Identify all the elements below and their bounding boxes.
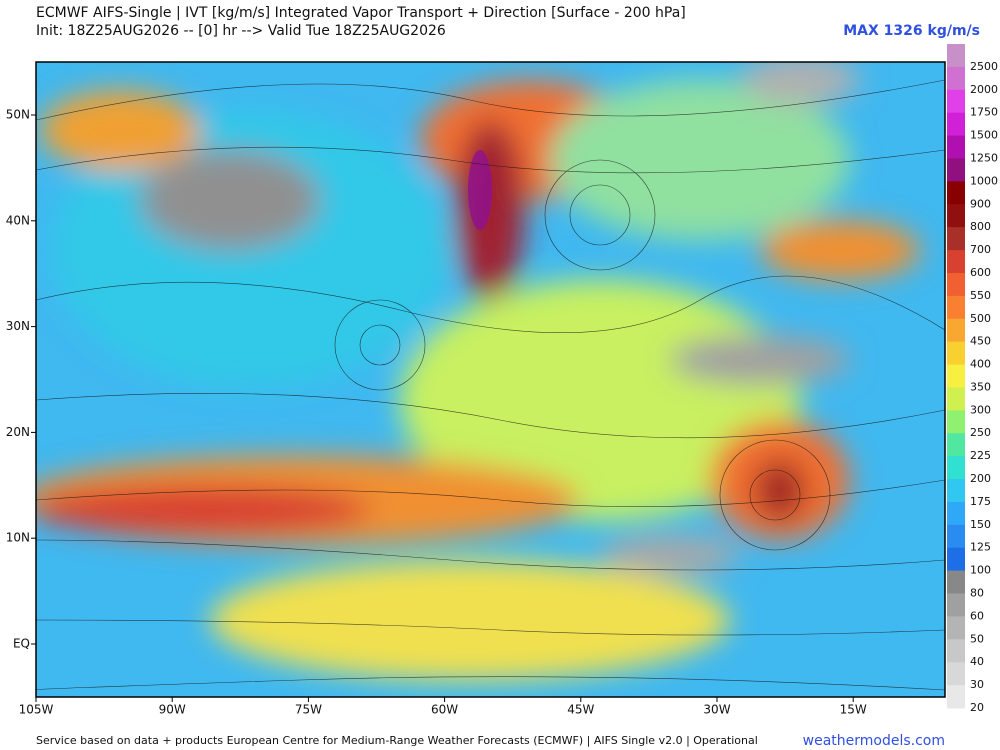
- colorbar-swatch: [947, 364, 965, 388]
- colorbar-label: 1750: [970, 106, 998, 119]
- site: weathermodels.com: [803, 733, 945, 749]
- colorbar-label: 400: [970, 358, 991, 371]
- colorbar-swatch: [947, 524, 965, 549]
- colorbar-label: 60: [970, 609, 984, 622]
- subtitle: Init: 18Z25AUG2026 -- [0] hr --> Valid T…: [36, 23, 446, 39]
- colorbar-label: 900: [970, 197, 991, 210]
- colorbar-label: 50: [970, 632, 984, 645]
- colorbar-label: 350: [970, 380, 991, 393]
- lon-label: 90W: [159, 703, 186, 717]
- colorbar-label: 200: [970, 472, 991, 485]
- colorbar-label: 2500: [970, 60, 998, 73]
- colorbar-label: 125: [970, 541, 991, 554]
- lat-label: 40N: [6, 213, 30, 227]
- colorbar-swatch: [947, 89, 965, 114]
- colorbar-swatch: [947, 639, 965, 663]
- colorbar-swatch: [947, 593, 965, 617]
- colorbar-swatch: [947, 158, 965, 182]
- lon-label: 15W: [840, 703, 867, 717]
- colorbar-swatch: [947, 685, 965, 709]
- lon-label: 30W: [703, 703, 730, 717]
- colorbar-label: 600: [970, 266, 991, 279]
- colorbar-swatch: [947, 135, 965, 159]
- colorbar-label: 175: [970, 495, 991, 508]
- colorbar-swatch: [947, 44, 965, 68]
- colorbar-label: 150: [970, 518, 991, 531]
- colorbar-swatch: [947, 227, 965, 251]
- max-label: MAX 1326 kg/m/s: [843, 23, 980, 39]
- lat-label: EQ: [13, 637, 30, 651]
- colorbar-swatch: [947, 570, 965, 595]
- colorbar-swatch: [947, 387, 965, 411]
- colorbar-label: 1000: [970, 174, 998, 187]
- colorbar-swatch: [947, 204, 965, 228]
- lat-label: 10N: [6, 531, 30, 545]
- colorbar-swatch: [947, 341, 965, 366]
- lat-label: 30N: [6, 319, 30, 333]
- title: ECMWF AIFS-Single | IVT [kg/m/s] Integra…: [36, 5, 686, 21]
- colorbar-swatch: [947, 456, 965, 480]
- lon-label: 105W: [19, 703, 54, 717]
- colorbar-label: 2000: [970, 83, 998, 96]
- colorbar-label: 40: [970, 655, 984, 668]
- colorbar-label: 800: [970, 220, 991, 233]
- colorbar-label: 100: [970, 564, 991, 577]
- lon-label: 45W: [567, 703, 594, 717]
- colorbar-swatch: [947, 410, 965, 434]
- colorbar-swatch: [947, 181, 965, 205]
- colorbar-label: 700: [970, 243, 991, 256]
- map-frame: [35, 61, 946, 698]
- ivt-map: [36, 62, 945, 697]
- colorbar-label: 450: [970, 335, 991, 348]
- colorbar-swatch: [947, 662, 965, 686]
- colorbar-swatch: [947, 479, 965, 503]
- colorbar-swatch: [947, 66, 965, 91]
- colorbar-label: 550: [970, 289, 991, 302]
- colorbar-label: 1500: [970, 129, 998, 142]
- colorbar-swatch: [947, 616, 965, 640]
- colorbar-label: 30: [970, 678, 984, 691]
- lat-label: 50N: [6, 108, 30, 122]
- lon-label: 60W: [431, 703, 458, 717]
- colorbar-label: 300: [970, 403, 991, 416]
- lat-label: 20N: [6, 425, 30, 439]
- colorbar-label: 500: [970, 312, 991, 325]
- lon-label: 75W: [295, 703, 322, 717]
- colorbar-swatch: [947, 272, 965, 297]
- colorbar-swatch: [947, 295, 965, 320]
- colorbar-swatch: [947, 433, 965, 457]
- colorbar-label: 225: [970, 449, 991, 462]
- colorbar-swatch: [947, 547, 965, 572]
- colorbar-swatch: [947, 250, 965, 274]
- colorbar-label: 250: [970, 426, 991, 439]
- colorbar-swatch: [947, 318, 965, 343]
- colorbar-label: 20: [970, 701, 984, 714]
- colorbar-swatch: [947, 501, 965, 526]
- footer-credit: Service based on data + products Europea…: [36, 734, 758, 747]
- colorbar-label: 80: [970, 587, 984, 600]
- colorbar-swatch: [947, 112, 965, 137]
- colorbar-label: 1250: [970, 151, 998, 164]
